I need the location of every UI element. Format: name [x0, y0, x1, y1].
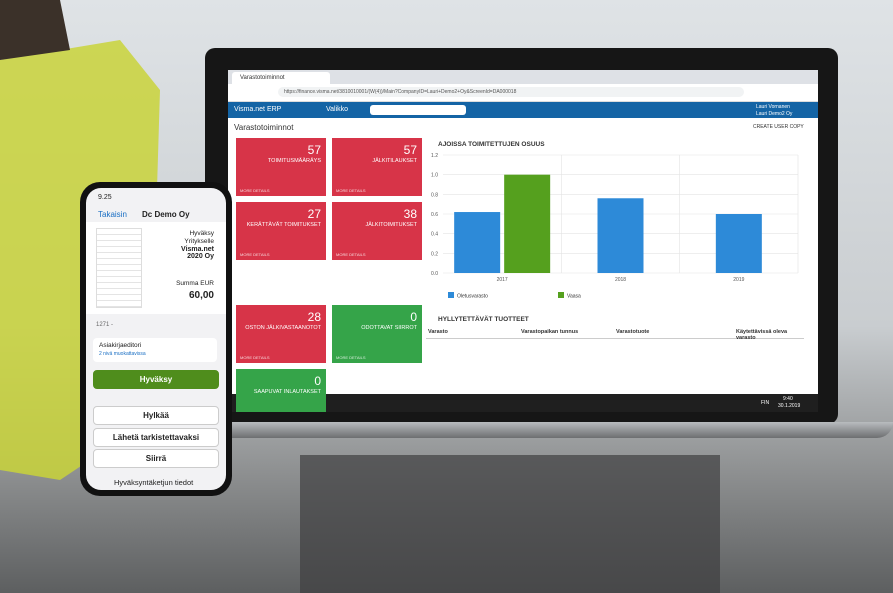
legend-label: Oletusvarasto	[457, 294, 488, 300]
company: Lauri Demo2 Oy	[756, 111, 793, 117]
x-tick-label: 2017	[497, 277, 508, 283]
column-header[interactable]: Varastotuote	[616, 329, 650, 335]
back[interactable]: Takaisin	[98, 210, 127, 219]
review-button[interactable]: Lähetä tarkistettavaksi	[93, 428, 219, 447]
tile[interactable]: 38 JÄLKITOIMITUKSET MORE DETAILS	[332, 202, 422, 260]
y-tick-label: 0.4	[431, 232, 438, 238]
taskbar: FIN 9:40 30.1.2019	[228, 394, 818, 412]
tile-value: 57	[403, 143, 417, 157]
invoice-card: Hyväksy Yritykselle Visma.net 2020 Oy Su…	[86, 222, 226, 314]
y-tick-label: 1.0	[431, 173, 438, 179]
reject-button[interactable]: Hylkää	[93, 406, 219, 425]
tile-link[interactable]: MORE DETAILS	[336, 252, 366, 257]
table-header: Varasto Varastopaikan tunnus Varastotuote K…	[426, 328, 804, 341]
lang: FIN	[761, 400, 770, 406]
tile-link[interactable]: MORE DETAILS	[336, 188, 366, 193]
time: 9:40	[783, 396, 793, 402]
brand[interactable]: Visma.net ERP	[234, 106, 282, 113]
tile[interactable]: 57 JÄLKITILAUKSET MORE DETAILS	[332, 138, 422, 196]
editor[interactable]: Asiakirjaeditori 2 nivä muokattavissa	[93, 338, 217, 362]
column-header[interactable]: Varastopaikan tunnus	[521, 329, 579, 335]
editor-title: Asiakirjaeditori	[99, 342, 142, 349]
y-tick-label: 0.6	[431, 212, 438, 218]
tile-label: TOIMITUSMÄÄRÄYS	[267, 158, 321, 164]
url[interactable]: https://finance.visma.net/3810010001/(W(…	[278, 87, 744, 97]
tile-value: 28	[307, 310, 321, 324]
tile-value: 57	[307, 143, 321, 157]
company: Visma.net 2020 Oy	[181, 246, 214, 260]
tab[interactable]: Varastotoiminnot	[232, 72, 330, 84]
bar	[715, 214, 762, 273]
screen: Varastotoiminnot https://finance.visma.n…	[228, 70, 818, 412]
tile-link[interactable]: MORE DETAILS	[240, 355, 270, 360]
editor-sub: 2 nivä muokattavissa	[99, 351, 146, 357]
approve-for: Hyväksy	[189, 230, 214, 237]
tile-label: ODOTTAVAT SIIRROT	[361, 325, 417, 331]
y-tick-label: 1.2	[431, 153, 438, 159]
tile-link[interactable]: MORE DETAILS	[336, 355, 366, 360]
tile-link[interactable]: MORE DETAILS	[240, 188, 270, 193]
clock: 9.25	[98, 194, 112, 201]
y-tick-label: 0.8	[431, 192, 438, 198]
address-bar: https://finance.visma.net/3810010001/(W(…	[228, 84, 818, 102]
column-header[interactable]: Varasto	[428, 329, 448, 335]
tile-label: SAAPUVAT INLAUTAKSET	[253, 389, 321, 395]
tile-label: OSTON JÄLKIVASTAANOTOT	[245, 325, 321, 331]
tile-value: 27	[307, 207, 321, 221]
footer: Hyväksyntäketjun tiedot	[114, 478, 194, 487]
menu[interactable]: Valikko	[326, 106, 349, 113]
tile-value: 0	[314, 374, 321, 388]
create-copy[interactable]: CREATE USER COPY	[753, 124, 804, 130]
approve-button[interactable]: Hyväksy	[93, 370, 219, 389]
sum: 60,00	[188, 290, 214, 301]
invoice-thumb[interactable]	[96, 228, 142, 308]
y-tick-label: 0.2	[431, 251, 438, 257]
tile-link[interactable]: MORE DETAILS	[240, 252, 270, 257]
tile[interactable]: 28 OSTON JÄLKIVASTAANOTOT MORE DETAILS	[236, 305, 326, 363]
phone-title: Dc Demo Oy	[142, 210, 190, 219]
x-tick-label: 2019	[733, 277, 744, 283]
tile-label: KERÄTTÄVÄT TOIMITUKSET	[246, 222, 321, 228]
app-bar: Visma.net ERP Valikko Lauri Vornanen Lau…	[228, 102, 818, 118]
x-tick-label: 2018	[615, 277, 626, 283]
legend-swatch	[558, 292, 564, 298]
tile-label: JÄLKITILAUKSET	[372, 158, 417, 164]
tile-value: 0	[410, 310, 417, 324]
tile[interactable]: 57 TOIMITUSMÄÄRÄYS MORE DETAILS	[236, 138, 326, 196]
transfer-button[interactable]: Siirrä	[93, 449, 219, 468]
date: 30.1.2019	[778, 403, 801, 409]
chart: 0.0 0.2 0.4 0.6 0.8 1.0 1.2 2017 2018 2019 Oletusv…	[431, 153, 799, 300]
phone: 9.25 Takaisin Dc Demo Oy Hyväksy Yrityks…	[80, 182, 232, 496]
table-title: HYLLYTETTÄVÄT TUOTTEET	[438, 316, 529, 323]
legend-label: Vaasa	[567, 294, 581, 300]
y-tick-label: 0.0	[431, 271, 438, 277]
phone-screen: 9.25 Takaisin Dc Demo Oy Hyväksy Yrityks…	[86, 188, 226, 490]
bar	[504, 174, 551, 273]
ref: 1271 -	[96, 322, 114, 328]
chart-title: AJOISSA TOIMITETTUJEN OSUUS	[438, 141, 545, 148]
column-header[interactable]: Käytettävissä oleva varasto	[736, 329, 788, 341]
bar	[597, 198, 644, 273]
tile-value: 38	[403, 207, 417, 221]
bar	[454, 212, 501, 273]
user[interactable]: Lauri Vornanen	[756, 104, 790, 110]
page-title: Varastotoiminnot	[234, 123, 294, 132]
legend-swatch	[448, 292, 454, 298]
sum-label: Summa EUR	[176, 280, 214, 287]
to-company: Yritykselle	[184, 238, 214, 245]
search[interactable]	[370, 105, 466, 115]
laptop-base	[185, 422, 893, 438]
tile[interactable]: 27 KERÄTTÄVÄT TOIMITUKSET MORE DETAILS	[236, 202, 326, 260]
tile[interactable]: 0 ODOTTAVAT SIIRROT MORE DETAILS	[332, 305, 422, 363]
tab-strip: Varastotoiminnot	[228, 70, 818, 84]
tile-label: JÄLKITOIMITUKSET	[365, 222, 417, 228]
